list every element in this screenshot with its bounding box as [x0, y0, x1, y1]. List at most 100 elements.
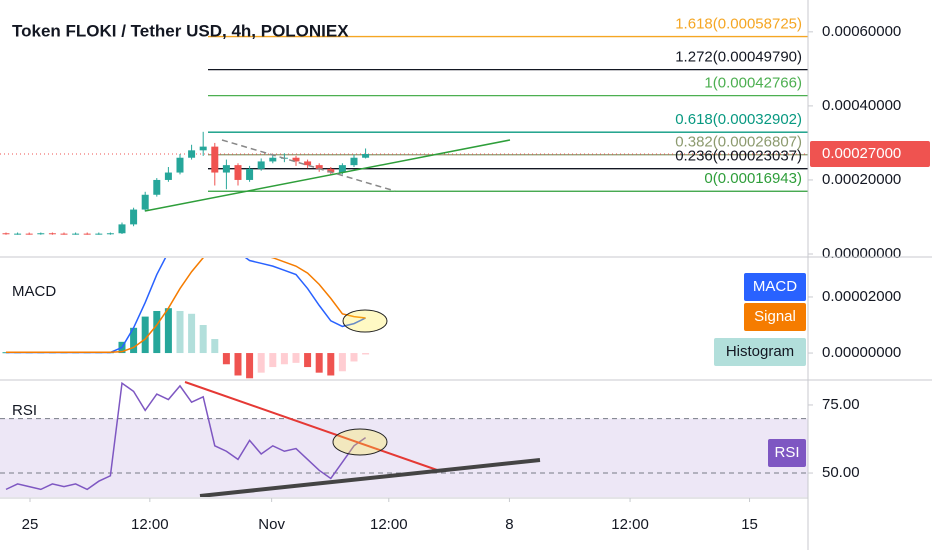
histogram-bar [280, 353, 288, 365]
x-tick-label: 12:00 [370, 516, 408, 533]
histogram-bar [292, 353, 300, 363]
histogram-bar [141, 316, 149, 354]
candle-body [199, 146, 207, 151]
chart-title: Token FLOKI / Tether USD, 4h, POLONIEX [12, 21, 349, 40]
last-price-box [810, 141, 930, 168]
histogram-bar [257, 353, 265, 373]
candle-body [106, 233, 114, 235]
y-tick-label: 0.00020000 [822, 171, 901, 188]
legend-label: MACD [753, 278, 797, 295]
histogram-bar [222, 353, 230, 365]
legend-box [768, 439, 806, 467]
candle-body [234, 165, 242, 180]
histogram-bar [304, 353, 312, 368]
highlight [342, 309, 388, 333]
histogram-bar [199, 325, 207, 354]
histogram-bar [164, 308, 172, 354]
histogram-bar [338, 353, 346, 372]
candle-body [60, 233, 68, 235]
histogram-bar [130, 327, 138, 354]
trend-line [199, 458, 541, 497]
legend-box [714, 338, 806, 366]
candle-body [72, 233, 80, 235]
pane-title: MACD [12, 283, 56, 300]
x-tick-label: Nov [258, 516, 285, 533]
histogram-bar [211, 339, 219, 354]
candle-body [2, 233, 10, 235]
legend-box [744, 273, 806, 301]
candle-body [222, 165, 230, 173]
candle-body [83, 233, 91, 235]
x-tick-label: 8 [505, 516, 513, 533]
y-tick-label: 0.00000000 [822, 344, 901, 361]
candle-body [350, 157, 358, 166]
legend-label: Signal [754, 308, 796, 325]
fib-label: 1.618(0.00058725) [675, 16, 802, 33]
candle-body [130, 209, 138, 225]
histogram-bar [350, 353, 358, 362]
pane [2, 258, 370, 379]
histogram-bar [188, 313, 196, 354]
x-tick-label: 12:00 [131, 516, 169, 533]
candle-body [338, 165, 346, 173]
candle-body [48, 233, 56, 235]
histogram-bar [362, 353, 370, 355]
rsi-line [5, 381, 367, 491]
candle-body [292, 157, 300, 162]
fib-label: 0(0.00016943) [704, 170, 802, 187]
candle-body [141, 194, 149, 210]
candle-body [362, 154, 370, 158]
candle-body [304, 161, 312, 166]
y-tick-label: 50.00 [822, 464, 860, 481]
y-tick-label: 0.00000000 [822, 245, 901, 262]
macd-line [5, 258, 366, 353]
y-tick-label: 0.00040000 [822, 97, 901, 114]
candle-body [176, 157, 184, 173]
histogram-bar [327, 353, 335, 376]
x-tick-label: 12:00 [611, 516, 649, 533]
fib-label: 1(0.00042766) [704, 75, 802, 92]
trend-line [184, 381, 441, 472]
candle-body [327, 168, 335, 173]
drawings [184, 381, 541, 497]
histogram-bar [315, 353, 323, 373]
histogram-bar [153, 310, 161, 354]
fib-label: 0.618(0.00032902) [675, 111, 802, 128]
legend-box [744, 303, 806, 331]
trend-line [221, 139, 396, 192]
legend-label: Histogram [726, 343, 794, 360]
drawings [144, 139, 511, 212]
histogram-bar [269, 353, 277, 368]
fib-label: 0.236(0.00023037) [675, 148, 802, 165]
y-tick-label: 75.00 [822, 396, 860, 413]
candle-body [269, 157, 277, 162]
candle-body [211, 146, 219, 173]
highlight [332, 428, 388, 456]
histogram-bar [246, 353, 254, 379]
legend-label: RSI [774, 444, 799, 461]
x-tick-label: 15 [741, 516, 758, 533]
candle-body [153, 179, 161, 195]
x-tick-label: 25 [22, 516, 39, 533]
histogram-bar [234, 353, 242, 376]
candle-body [95, 233, 103, 235]
y-tick-label: 0.00002000 [822, 288, 901, 305]
fib-label: 0.382(0.00026807) [675, 134, 802, 151]
candle-body [14, 233, 22, 235]
candle-body [246, 168, 254, 180]
candle-body [315, 165, 323, 169]
candle-body [25, 233, 33, 235]
candle-body [37, 233, 45, 235]
histogram-bar [176, 310, 184, 354]
trend-line [144, 139, 511, 212]
candle-body [164, 172, 172, 180]
last-price-label: 0.00027000 [822, 145, 901, 162]
pane [0, 35, 808, 235]
candle-body [257, 161, 265, 169]
fib-label: 1.272(0.00049790) [675, 49, 802, 66]
y-tick-label: 0.00060000 [822, 23, 901, 40]
pane-title: RSI [12, 402, 37, 419]
candle-body [188, 150, 196, 158]
candle-body [118, 224, 126, 234]
